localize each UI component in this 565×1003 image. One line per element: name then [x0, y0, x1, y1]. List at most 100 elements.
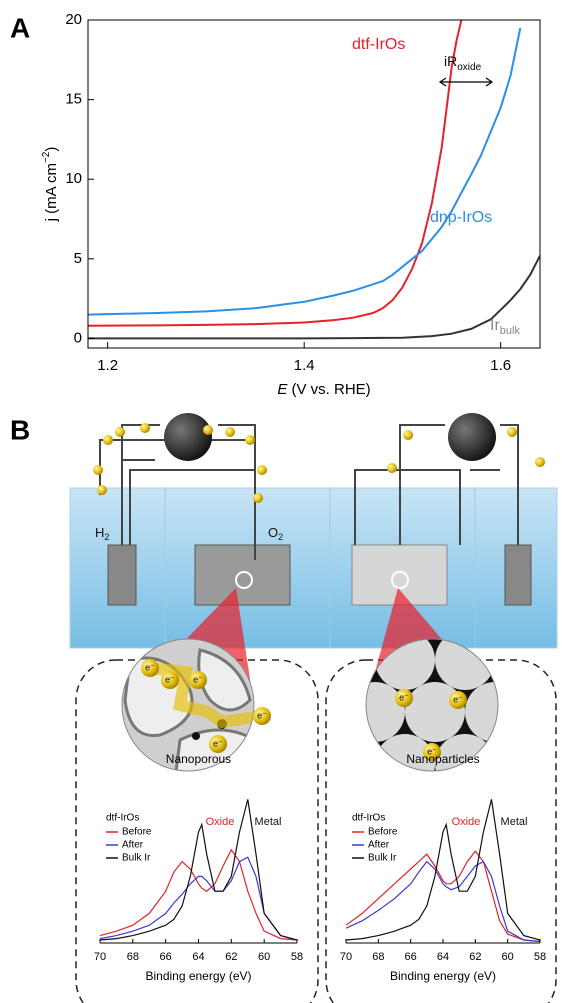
electron-label: e⁻ — [193, 674, 203, 684]
annotation: Metal — [501, 816, 528, 828]
x-tick-label: 60 — [258, 951, 270, 963]
legend-title: dtf-IrOs — [352, 813, 385, 824]
x-tick-label: 66 — [160, 951, 172, 963]
series-label: dtf-IrOs — [352, 36, 405, 53]
x-tick-label: 60 — [502, 951, 514, 963]
legend-label: Before — [368, 827, 398, 838]
x-axis-label: Binding energy (eV) — [145, 969, 251, 983]
power-source — [448, 413, 496, 461]
annotation: iRoxide — [444, 53, 482, 73]
series-line — [346, 860, 540, 943]
zoom-circle — [121, 638, 255, 772]
legend-label: Bulk Ir — [368, 853, 397, 864]
o2-label: O2 — [268, 525, 283, 542]
x-tick-label: 58 — [534, 951, 546, 963]
y-tick-label: 5 — [74, 250, 82, 267]
x-tick-label: 70 — [94, 951, 106, 963]
y-tick-label: 0 — [74, 329, 82, 346]
electrons — [93, 423, 545, 503]
text-part: j (mA cm — [43, 163, 60, 222]
x-tick-label: 58 — [291, 951, 303, 963]
x-tick-label: 70 — [340, 951, 352, 963]
x-tick-label: 68 — [372, 951, 384, 963]
legend-label: After — [368, 840, 390, 851]
electron — [395, 689, 413, 707]
x-tick-label: 62 — [469, 951, 481, 963]
text-part: ) — [43, 147, 60, 152]
y-tick-label: 15 — [65, 91, 82, 108]
x-axis-label: E (V vs. RHE) — [277, 381, 370, 398]
text-part: dnp-IrOs — [430, 209, 492, 226]
annotation: Oxide — [452, 816, 481, 828]
text-part: Ir — [490, 317, 500, 334]
power-source — [164, 413, 212, 461]
electron-label: e⁻ — [399, 692, 409, 702]
dashed-frame — [75, 659, 319, 1003]
zoom-marker — [235, 571, 253, 589]
nanoporous-electrode — [194, 544, 291, 606]
series-label: dnp-IrOs — [430, 209, 492, 226]
x-tick-label: 66 — [405, 951, 417, 963]
text-part: dtf-IrOs — [352, 36, 405, 53]
y-tick-label: 20 — [65, 11, 82, 28]
x-tick-label: 64 — [192, 951, 204, 963]
series-line — [100, 799, 297, 941]
electron-label: e⁻ — [145, 662, 155, 672]
wire — [354, 424, 519, 545]
electron-label: e⁻ — [257, 710, 267, 720]
h2-label: H2 — [95, 525, 109, 542]
text-part: O — [268, 525, 278, 540]
x-tick-label: 1.4 — [294, 357, 315, 374]
series-line — [100, 848, 297, 941]
legend-label: Before — [122, 827, 152, 838]
zoom-marker — [391, 571, 409, 589]
x-tick-label: 68 — [127, 951, 139, 963]
electron — [253, 707, 271, 725]
annotation: Metal — [255, 816, 282, 828]
electron — [141, 659, 159, 677]
electron-label: e⁻ — [453, 694, 463, 704]
panel-letter: A — [10, 12, 30, 43]
electron — [423, 743, 441, 761]
electron — [189, 671, 207, 689]
series-line — [346, 850, 540, 943]
series-line — [88, 255, 540, 340]
electron-label: e⁻ — [427, 746, 437, 756]
text-part: H — [95, 525, 104, 540]
x-tick-label: 64 — [437, 951, 449, 963]
chart-title: Nanoparticles — [406, 752, 479, 766]
text-part: oxide — [457, 62, 481, 73]
legend-label: After — [122, 840, 144, 851]
electrode — [504, 544, 532, 606]
series-line — [346, 799, 540, 941]
y-tick-label: 10 — [65, 170, 82, 187]
annotation-arrow — [438, 77, 494, 87]
x-tick-label: 62 — [225, 951, 237, 963]
electrode — [107, 544, 137, 606]
electron — [449, 691, 467, 709]
legend-label: Bulk Ir — [122, 853, 151, 864]
zoom-circle — [365, 638, 499, 772]
text-part: iR — [444, 53, 457, 69]
text-part: E — [277, 381, 288, 398]
plot-frame — [87, 19, 541, 349]
legend-title: dtf-IrOs — [106, 813, 139, 824]
annotation: Oxide — [206, 816, 235, 828]
electron-label: e⁻ — [213, 738, 223, 748]
text-part: bulk — [500, 325, 521, 337]
electron-label: e⁻ — [165, 674, 175, 684]
illustration — [69, 413, 558, 1003]
x-tick-label: 1.2 — [97, 357, 118, 374]
series-label: Irbulk — [490, 317, 520, 337]
text-part: (V vs. RHE) — [287, 381, 370, 398]
panel-letter: B — [10, 414, 30, 445]
series-line — [100, 856, 297, 941]
text-part: 2 — [104, 532, 109, 542]
series-line — [88, 27, 522, 316]
y-axis-label: j (mA cm−2) — [41, 147, 60, 223]
x-axis-label: Binding energy (eV) — [390, 969, 496, 983]
electron — [209, 735, 227, 753]
series-line — [88, 19, 463, 327]
text-part: 2 — [278, 532, 283, 542]
